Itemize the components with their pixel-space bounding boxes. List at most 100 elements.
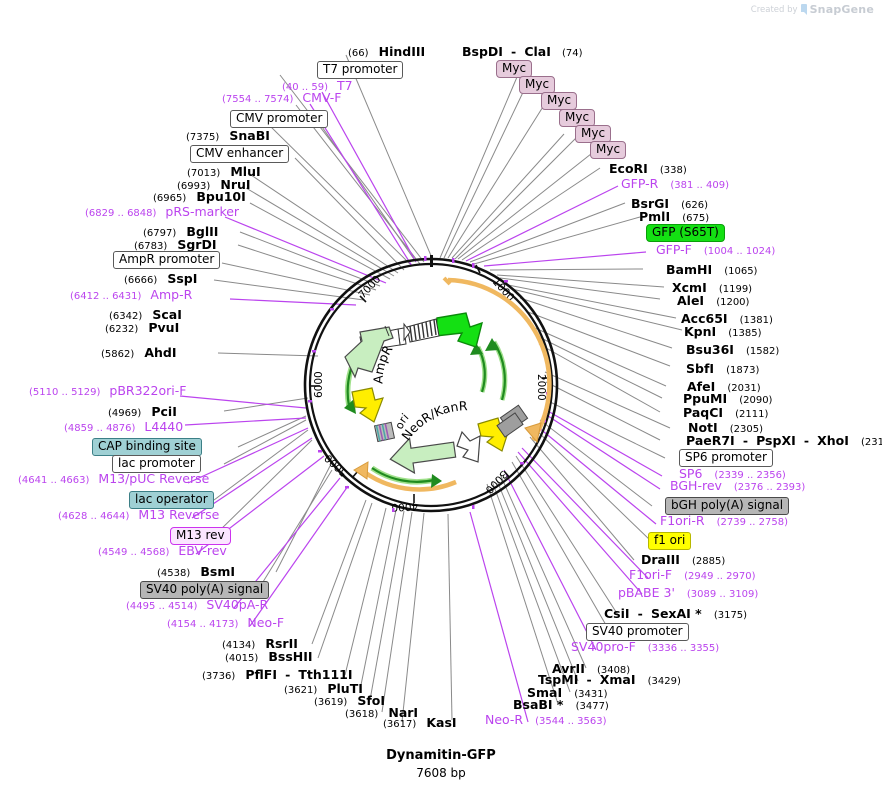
label-neo-f[interactable]: (4154 .. 4173) Neo-F — [167, 616, 284, 630]
label-tspmi-xmai[interactable]: TspMI - XmaI (3429) — [538, 672, 681, 687]
feature-myc-5[interactable]: Myc — [575, 125, 612, 143]
label-paqci[interactable]: PaqCI (2111) — [683, 404, 768, 420]
label-kasi-name: KasI — [426, 715, 457, 730]
feature-arrow-white-neo — [456, 430, 481, 463]
label-pvui[interactable]: (6232) PvuI — [105, 319, 179, 335]
feature-bgh-polya-signal[interactable]: bGH poly(A) signal — [665, 497, 790, 515]
label-ecori[interactable]: EcoRI (338) — [609, 160, 687, 176]
label-tspmi-position: (3429) — [647, 676, 681, 687]
label-gfp-f[interactable]: GFP-F (1004 .. 1024) — [656, 243, 775, 257]
label-t7[interactable]: (40 .. 59) T7 — [282, 79, 353, 93]
label-pluti[interactable]: (3621) PluTI — [284, 680, 363, 696]
label-sgrdi-position: (6783) — [134, 241, 168, 252]
label-ebv-rev-name: EBV-rev — [178, 543, 227, 558]
feature-lac-operator[interactable]: lac operator — [129, 491, 214, 509]
label-afei[interactable]: AfeI (2031) — [687, 378, 761, 394]
label-avrii[interactable]: AvrII (3408) — [552, 660, 630, 676]
feature-cap-binding-site[interactable]: CAP binding site — [92, 438, 202, 456]
feature-myc-3[interactable]: Myc — [541, 92, 578, 110]
label-sp6[interactable]: SP6 (2339 .. 2356) — [679, 467, 786, 481]
label-amp-r[interactable]: (6412 .. 6431) Amp-R — [70, 288, 192, 302]
label-kasi[interactable]: (3617) KasI — [383, 714, 457, 730]
feature-m13-rev[interactable]: M13 rev — [170, 527, 231, 545]
label-neo-r[interactable]: Neo-R (3544 .. 3563) — [485, 713, 607, 727]
label-sfoi[interactable]: (3619) SfoI — [314, 692, 385, 708]
feature-t7-promoter[interactable]: T7 promoter — [317, 61, 404, 79]
label-csii-sexai[interactable]: CsiI - SexAI * (3175) — [604, 606, 748, 621]
feature-f1-ori[interactable]: f1 ori — [648, 532, 692, 550]
label-bsu36i[interactable]: Bsu36I (1582) — [686, 341, 779, 357]
label-gfp-r-position: (381 .. 409) — [670, 180, 730, 191]
label-bsrgi[interactable]: BsrGI (626) — [631, 195, 708, 211]
label-alei[interactable]: AleI (1200) — [677, 292, 749, 308]
feature-cmv-promoter[interactable]: CMV promoter — [230, 110, 329, 128]
label-prs-marker[interactable]: (6829 .. 6848) pRS-marker — [85, 205, 239, 219]
label-cmv-f[interactable]: (7554 .. 7574) CMV-F — [222, 91, 341, 105]
label-smai[interactable]: SmaI (3431) — [527, 684, 607, 700]
label-sgrdi-name: SgrDI — [177, 237, 217, 252]
label-f1ori-r[interactable]: F1ori-R (2739 .. 2758) — [660, 514, 788, 528]
label-sspi-name: SspI — [167, 271, 198, 286]
feature-arc-orange-cw — [442, 276, 552, 444]
label-ahdi[interactable]: (5862) AhdI — [101, 344, 177, 360]
label-l4440[interactable]: (4859 .. 4876) L4440 — [64, 419, 184, 434]
feature-ampr-promoter[interactable]: AmpR promoter — [113, 251, 221, 269]
label-bsu36i-name: Bsu36I — [686, 342, 734, 357]
label-f1ori-f[interactable]: F1ori-F (2949 .. 2970) — [629, 568, 756, 582]
label-scai[interactable]: (6342) ScaI — [109, 306, 182, 322]
label-sbfi[interactable]: SbfI (1873) — [686, 360, 759, 376]
label-sv40pa-r[interactable]: (4495 .. 4514) SV40pA-R — [126, 598, 268, 612]
feature-myc-1[interactable]: Myc — [496, 60, 533, 78]
feature-sv40-promoter[interactable]: SV40 promoter — [586, 623, 689, 641]
label-bsabi[interactable]: BsaBI * (3477) — [513, 696, 609, 712]
label-gfp-r[interactable]: GFP-R (381 .. 409) — [621, 177, 730, 191]
label-m13-reverse[interactable]: (4628 .. 4644) M13 Reverse — [58, 508, 219, 522]
feature-gfp-s65t[interactable]: GFP (S65T) — [646, 224, 725, 242]
feature-cmv-enhancer[interactable]: CMV enhancer — [190, 145, 290, 163]
label-l4440-name: L4440 — [144, 419, 184, 434]
label-bpu10i[interactable]: (6965) Bpu10I — [153, 188, 246, 204]
label-sgrdi[interactable]: (6783) SgrDI — [134, 236, 217, 252]
label-nrui[interactable]: (6993) NruI — [177, 176, 251, 192]
label-sfoi-position: (3619) — [314, 697, 348, 708]
feature-lac-promoter[interactable]: lac promoter — [112, 455, 201, 473]
label-acc65i[interactable]: Acc65I (1381) — [681, 310, 773, 326]
label-snabi[interactable]: (7375) SnaBI — [186, 127, 270, 143]
snapgene-flag-icon — [800, 4, 807, 15]
label-hindiii[interactable]: (66) HindIII — [348, 43, 425, 59]
ring-tick-7000: 7000 — [356, 273, 383, 301]
label-bsshii[interactable]: (4015) BssHII — [225, 648, 313, 664]
label-sspi[interactable]: (6666) SspI — [124, 270, 197, 286]
label-draiii[interactable]: DraIII (2885) — [641, 551, 725, 567]
label-xcmi[interactable]: XcmI (1199) — [672, 279, 752, 295]
label-sv40pro-f[interactable]: SV40pro-F (3336 .. 3355) — [571, 640, 719, 654]
label-m13-puc-reverse[interactable]: (4641 .. 4663) M13/pUC Reverse — [18, 472, 209, 486]
label-mlui[interactable]: (7013) MluI — [187, 163, 261, 179]
label-ppumi[interactable]: PpuMI (2090) — [683, 390, 772, 406]
label-pflfi-tth111i[interactable]: (3736) PflFI - Tth111I — [202, 667, 353, 682]
label-pmli[interactable]: PmlI (675) — [639, 208, 709, 224]
label-bglii[interactable]: (6797) BglII — [143, 223, 218, 239]
label-bsmi[interactable]: (4538) BsmI — [157, 563, 235, 579]
feature-myc-2[interactable]: Myc — [519, 76, 556, 94]
label-draiii-name: DraIII — [641, 552, 680, 567]
feature-sv40-polya-signal[interactable]: SV40 poly(A) signal — [140, 581, 270, 599]
label-kpni[interactable]: KpnI (1385) — [684, 323, 762, 339]
label-ebv-rev[interactable]: (4549 .. 4568) EBV-rev — [98, 543, 227, 558]
feature-myc-6[interactable]: Myc — [590, 141, 627, 159]
feature-myc-4[interactable]: Myc — [559, 109, 596, 127]
label-noti[interactable]: NotI (2305) — [688, 419, 763, 435]
label-pcii[interactable]: (4969) PciI — [108, 403, 177, 419]
label-bspdi-clai[interactable]: BspDI - ClaI (74) — [462, 44, 583, 59]
label-cmv-f-position: (7554 .. 7574) — [222, 94, 294, 105]
label-nari[interactable]: (3618) NarI — [345, 704, 418, 720]
feature-sp6-promoter[interactable]: SP6 promoter — [679, 449, 773, 467]
label-pvui-position: (6232) — [105, 324, 139, 335]
label-pbr322ori-f[interactable]: (5110 .. 5129) pBR322ori-F — [29, 384, 186, 398]
label-paer7i-pspxi-xhoi[interactable]: PaeR7I - PspXI - XhoI (2311) — [686, 432, 882, 448]
label-bgh-rev[interactable]: BGH-rev (2376 .. 2393) — [670, 479, 805, 493]
label-bamhi[interactable]: BamHI (1065) — [666, 261, 757, 277]
label-pbabe-3[interactable]: pBABE 3' (3089 .. 3109) — [618, 586, 758, 600]
label-rsrii[interactable]: (4134) RsrII — [222, 635, 298, 651]
